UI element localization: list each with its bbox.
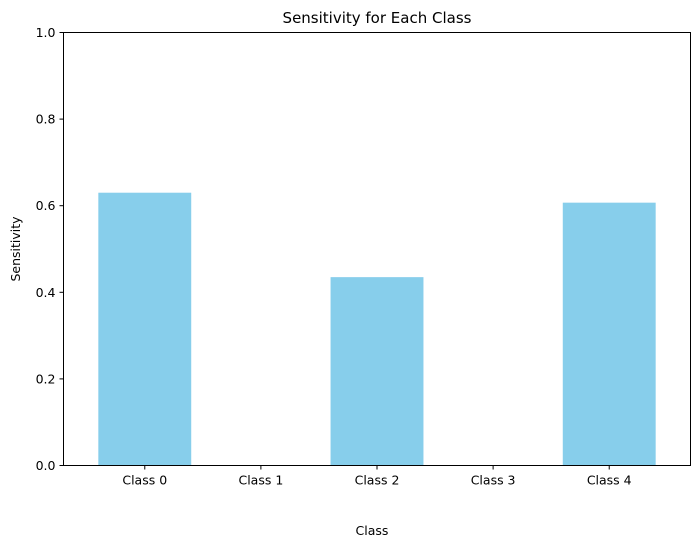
y-tick-label: 0.4 bbox=[36, 285, 56, 300]
chart-title: Sensitivity for Each Class bbox=[283, 9, 472, 27]
bars bbox=[98, 192, 656, 466]
y-axis-ticks: 0.0 0.2 0.4 0.6 0.8 1.0 bbox=[36, 25, 64, 473]
y-axis-label: Sensitivity bbox=[8, 216, 23, 282]
y-tick-label: 0.0 bbox=[36, 458, 56, 473]
x-tick-label: Class 4 bbox=[587, 473, 632, 488]
y-tick-label: 1.0 bbox=[36, 25, 56, 40]
y-tick-label: 0.2 bbox=[36, 371, 56, 386]
x-tick-label: Class 1 bbox=[238, 473, 283, 488]
x-tick-label: Class 0 bbox=[122, 473, 167, 488]
bar-class-0 bbox=[98, 192, 192, 466]
bar-class-2 bbox=[330, 277, 424, 466]
x-axis-label: Class bbox=[356, 523, 389, 538]
bar-class-4 bbox=[562, 202, 656, 466]
x-tick-label: Class 3 bbox=[471, 473, 516, 488]
x-tick-label: Class 2 bbox=[355, 473, 400, 488]
y-tick-label: 0.8 bbox=[36, 112, 56, 127]
y-tick-label: 0.6 bbox=[36, 198, 56, 213]
x-axis-ticks: Class 0 Class 1 Class 2 Class 3 Class 4 bbox=[122, 465, 632, 488]
